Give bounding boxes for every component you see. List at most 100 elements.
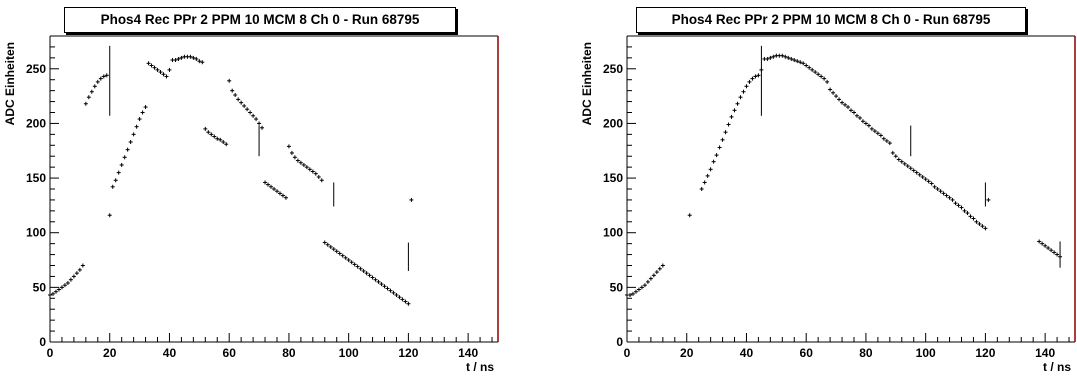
data-point xyxy=(906,164,910,168)
x-tick-label: 40 xyxy=(163,346,177,360)
y-tick-label: 250 xyxy=(603,62,623,76)
x-tick-label: 60 xyxy=(800,346,814,360)
data-point xyxy=(968,214,972,218)
data-point xyxy=(385,286,389,290)
data-point xyxy=(924,177,928,181)
data-point xyxy=(960,206,964,210)
data-point xyxy=(738,95,742,99)
data-point xyxy=(971,217,975,221)
data-point xyxy=(646,280,650,284)
data-point xyxy=(368,273,372,277)
x-tick-label: 20 xyxy=(103,346,117,360)
data-point xyxy=(724,130,728,134)
data-point xyxy=(936,187,940,191)
data-point xyxy=(99,77,103,81)
data-point xyxy=(661,264,665,268)
data-point xyxy=(156,68,160,72)
data-point xyxy=(813,70,817,74)
x-tick-label: 80 xyxy=(859,346,873,360)
data-point xyxy=(744,84,748,88)
data-point xyxy=(66,281,70,285)
data-point xyxy=(957,203,961,207)
data-point xyxy=(96,80,100,84)
data-point xyxy=(640,285,644,289)
data-point xyxy=(69,278,73,282)
data-point xyxy=(915,171,919,175)
data-point xyxy=(54,290,58,294)
chart-title: Phos4 Rec PPr 2 PPM 10 MCM 8 Ch 0 - Run … xyxy=(636,7,1026,33)
data-point xyxy=(903,162,907,166)
data-point xyxy=(147,61,151,65)
x-tick-label: 40 xyxy=(740,346,754,360)
data-point xyxy=(406,302,410,306)
data-point xyxy=(867,124,871,128)
data-point xyxy=(897,157,901,161)
data-point xyxy=(257,121,261,125)
data-point xyxy=(359,267,363,271)
data-point xyxy=(123,155,127,159)
data-point xyxy=(63,283,67,287)
data-point xyxy=(251,114,255,118)
data-point xyxy=(688,213,692,217)
data-point xyxy=(977,222,981,226)
data-point xyxy=(394,293,398,297)
data-point xyxy=(951,198,955,202)
data-point xyxy=(141,111,145,115)
data-point xyxy=(891,151,895,155)
data-point xyxy=(332,247,336,251)
data-point xyxy=(837,97,841,101)
data-point xyxy=(709,167,713,171)
data-point xyxy=(236,97,240,101)
data-point xyxy=(986,198,990,202)
data-point xyxy=(75,271,79,275)
data-point xyxy=(164,74,168,78)
data-point xyxy=(227,79,231,83)
data-point xyxy=(380,282,384,286)
data-point xyxy=(909,166,913,170)
data-point xyxy=(858,116,862,120)
data-point xyxy=(248,111,252,115)
data-point xyxy=(84,102,88,106)
data-point xyxy=(305,165,309,169)
y-tick-label: 0 xyxy=(616,335,623,349)
data-point xyxy=(350,260,354,264)
data-point xyxy=(254,117,258,121)
data-point xyxy=(365,271,369,275)
data-point xyxy=(135,125,139,129)
data-point xyxy=(900,160,904,164)
data-point xyxy=(912,168,916,172)
data-point xyxy=(153,66,157,70)
data-point xyxy=(344,256,348,260)
data-point xyxy=(57,288,61,292)
data-point xyxy=(353,262,357,266)
data-point xyxy=(942,191,946,195)
x-axis-title: t / ns xyxy=(466,360,494,374)
data-point xyxy=(1052,250,1056,254)
data-point xyxy=(362,269,366,273)
data-point xyxy=(885,139,889,143)
data-point xyxy=(825,80,829,84)
data-point xyxy=(894,154,898,158)
x-tick-label: 0 xyxy=(47,346,54,360)
data-point xyxy=(314,172,318,176)
data-point xyxy=(948,196,952,200)
data-point xyxy=(391,291,395,295)
data-point xyxy=(206,130,210,134)
data-point xyxy=(388,289,392,293)
data-point xyxy=(284,196,288,200)
data-point xyxy=(403,300,407,304)
y-axis-title: ADC Einheiten xyxy=(580,42,594,125)
data-point xyxy=(655,270,659,274)
chart-title: Phos4 Rec PPr 2 PPM 10 MCM 8 Ch 0 - Run … xyxy=(64,7,456,33)
data-point xyxy=(230,89,234,93)
data-point xyxy=(643,283,647,287)
data-point xyxy=(117,171,121,175)
data-point xyxy=(287,144,291,148)
data-point xyxy=(927,179,931,183)
data-point xyxy=(114,178,118,182)
data-point xyxy=(81,264,85,268)
data-point xyxy=(290,151,294,155)
data-point xyxy=(347,258,351,262)
data-point xyxy=(715,153,719,157)
data-point xyxy=(870,127,874,131)
